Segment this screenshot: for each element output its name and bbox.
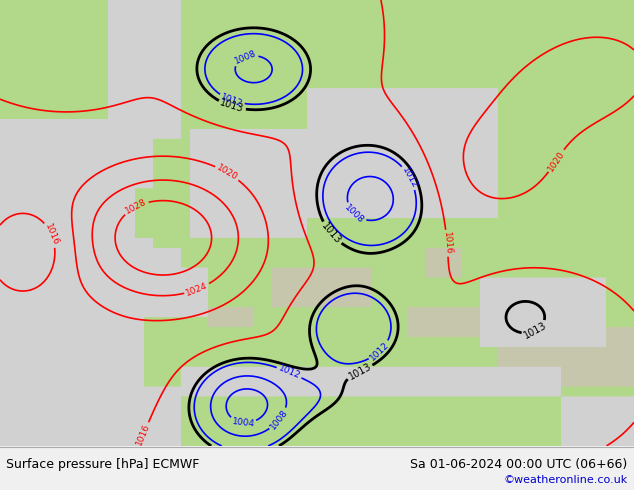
Text: 1020: 1020 xyxy=(546,149,566,172)
Text: 1013: 1013 xyxy=(320,221,343,246)
Text: 1024: 1024 xyxy=(184,281,209,298)
Text: 1016: 1016 xyxy=(442,231,453,255)
Text: 1004: 1004 xyxy=(231,417,255,428)
Text: 1020: 1020 xyxy=(215,163,240,182)
Text: 1013: 1013 xyxy=(347,362,373,382)
Text: 1013: 1013 xyxy=(522,320,548,341)
Text: 1016: 1016 xyxy=(42,222,60,247)
Text: 1013: 1013 xyxy=(219,98,245,115)
Text: 1012: 1012 xyxy=(220,92,244,108)
Text: Surface pressure [hPa] ECMWF: Surface pressure [hPa] ECMWF xyxy=(6,458,200,471)
Text: 1012: 1012 xyxy=(400,165,419,190)
Text: 1008: 1008 xyxy=(343,203,366,225)
Text: 1008: 1008 xyxy=(233,49,257,66)
Text: 1028: 1028 xyxy=(124,197,148,216)
Text: 1016: 1016 xyxy=(135,422,152,447)
Text: 1012: 1012 xyxy=(277,364,302,381)
Text: 1012: 1012 xyxy=(368,340,391,362)
Text: ©weatheronline.co.uk: ©weatheronline.co.uk xyxy=(503,475,628,485)
Text: Sa 01-06-2024 00:00 UTC (06+66): Sa 01-06-2024 00:00 UTC (06+66) xyxy=(410,458,628,471)
Text: 1008: 1008 xyxy=(269,408,290,431)
